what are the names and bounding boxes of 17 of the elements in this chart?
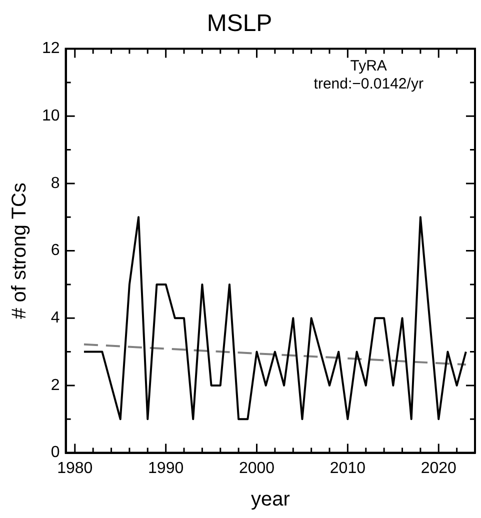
x-tick-label: 2020 [420,460,457,477]
annotation: TyRA [350,57,387,74]
x-tick-label: 1980 [57,460,93,477]
y-tick-label: 8 [50,174,60,192]
y-tick-label: 6 [50,242,60,260]
y-tick-label: 0 [50,444,60,462]
y-tick-label: 12 [42,40,60,58]
y-tick-label: 4 [50,310,60,327]
x-tick-label: 1990 [148,460,184,477]
x-axis-title: year [250,488,290,511]
x-tick-label: 2000 [238,460,275,477]
y-tick-label: 10 [42,108,60,125]
x-tick-label: 2010 [330,460,366,477]
annotation: trend:−0.0142/yr [314,75,424,92]
y-axis-title: # of strong TCs [8,182,31,319]
chart-title: MSLP [206,10,272,38]
y-tick-label: 2 [50,376,60,394]
